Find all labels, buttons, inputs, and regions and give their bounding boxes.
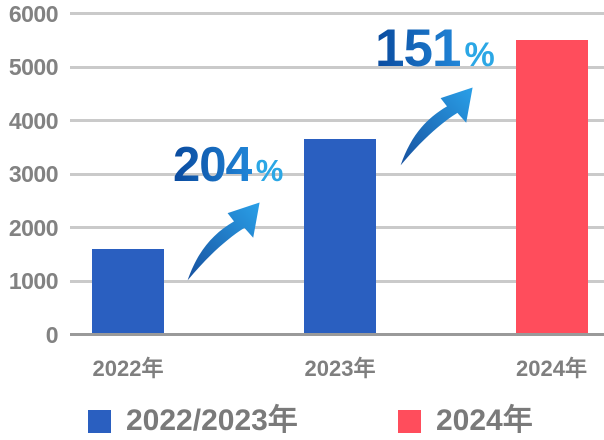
y-axis-tick-label: 5000	[8, 54, 59, 80]
growth-arrow-icon	[400, 87, 473, 166]
legend-item-2022-2023: 2022/2023年	[88, 406, 298, 436]
growth-percent-value: 151	[375, 19, 461, 78]
x-axis-tick-label: 2024年	[516, 356, 587, 381]
y-axis-tick-label: 0	[45, 321, 59, 348]
bar-2022年	[92, 248, 164, 333]
legend-item-2024: 2024年	[398, 406, 533, 436]
bar-2023年	[304, 139, 376, 333]
bar-2024年	[515, 40, 588, 333]
legend-label: 2022/2023年	[126, 404, 298, 437]
legend-swatch-red	[398, 409, 421, 433]
growth-arrow-icon	[187, 202, 260, 281]
y-axis-tick-label: 6000	[8, 0, 59, 27]
growth-annotation-2023: 204%	[173, 141, 283, 190]
growth-percent-value: 204	[173, 138, 253, 192]
y-axis-tick-label: 2000	[8, 214, 59, 241]
x-axis-line	[70, 333, 604, 336]
y-axis-tick-label: 1000	[8, 268, 59, 294]
gridline	[70, 119, 604, 122]
y-axis-tick-label: 3000	[8, 161, 59, 187]
gridline	[70, 12, 604, 15]
y-axis-tick-label: 4000	[8, 107, 59, 134]
percent-sign: %	[255, 153, 284, 188]
growth-annotation-2024: 151%	[375, 22, 495, 75]
legend-swatch-blue	[88, 409, 111, 433]
x-axis-tick-label: 2023年	[304, 356, 376, 381]
legend-label: 2024年	[436, 404, 533, 437]
gridline	[70, 65, 604, 69]
x-axis-tick-label: 2022年	[92, 356, 164, 381]
percent-sign: %	[464, 36, 495, 74]
